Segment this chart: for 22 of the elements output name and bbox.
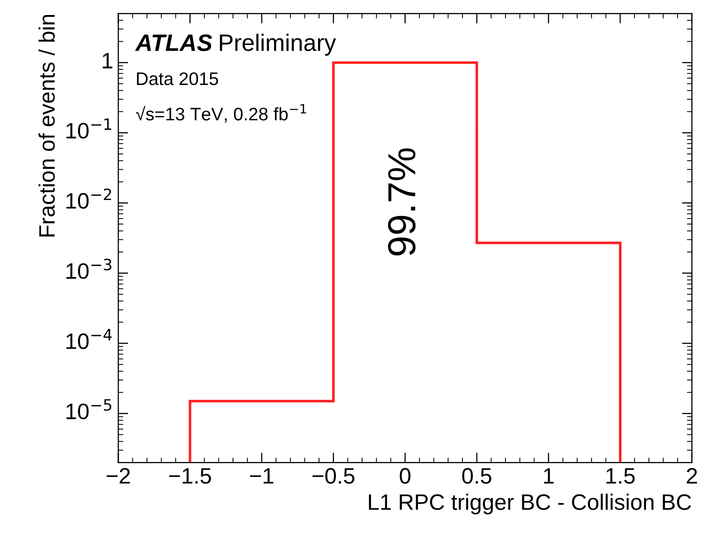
x-tick-label: −2	[106, 468, 130, 484]
y-tick-label: 10$^{−4}$	[66, 329, 112, 350]
x-tick-label: −1	[250, 468, 274, 484]
y-tick-label: 10$^{−3}$	[66, 258, 112, 279]
y-tick-label: 1	[102, 53, 112, 68]
x-tick-label: 1	[544, 468, 554, 484]
x-tick-label: 2	[686, 468, 697, 484]
annotation: ATLAS	[135, 34, 212, 52]
x-tick-label: 0	[400, 468, 410, 484]
y-axis-title: Fraction of events / bin	[38, 14, 55, 236]
x-axis-title: L1 RPC trigger BC - Collision BC	[368, 494, 692, 514]
annotation: Data 2015	[136, 72, 218, 86]
annotation: Preliminary	[220, 34, 336, 56]
x-tick-label: −0.5	[312, 468, 354, 484]
annotation: √s=13 TeV, 0.28 fb$^{−1}$	[136, 104, 306, 123]
y-tick-label: 10$^{−1}$	[66, 118, 112, 139]
annotation: 99.7%	[388, 148, 416, 256]
x-tick-label: 1.5	[606, 468, 635, 484]
x-tick-label: −1.5	[169, 468, 212, 484]
x-tick-label: 0.5	[462, 468, 492, 484]
y-tick-label: 10$^{−2}$	[66, 188, 112, 209]
y-tick-label: 10$^{−5}$	[66, 399, 112, 420]
